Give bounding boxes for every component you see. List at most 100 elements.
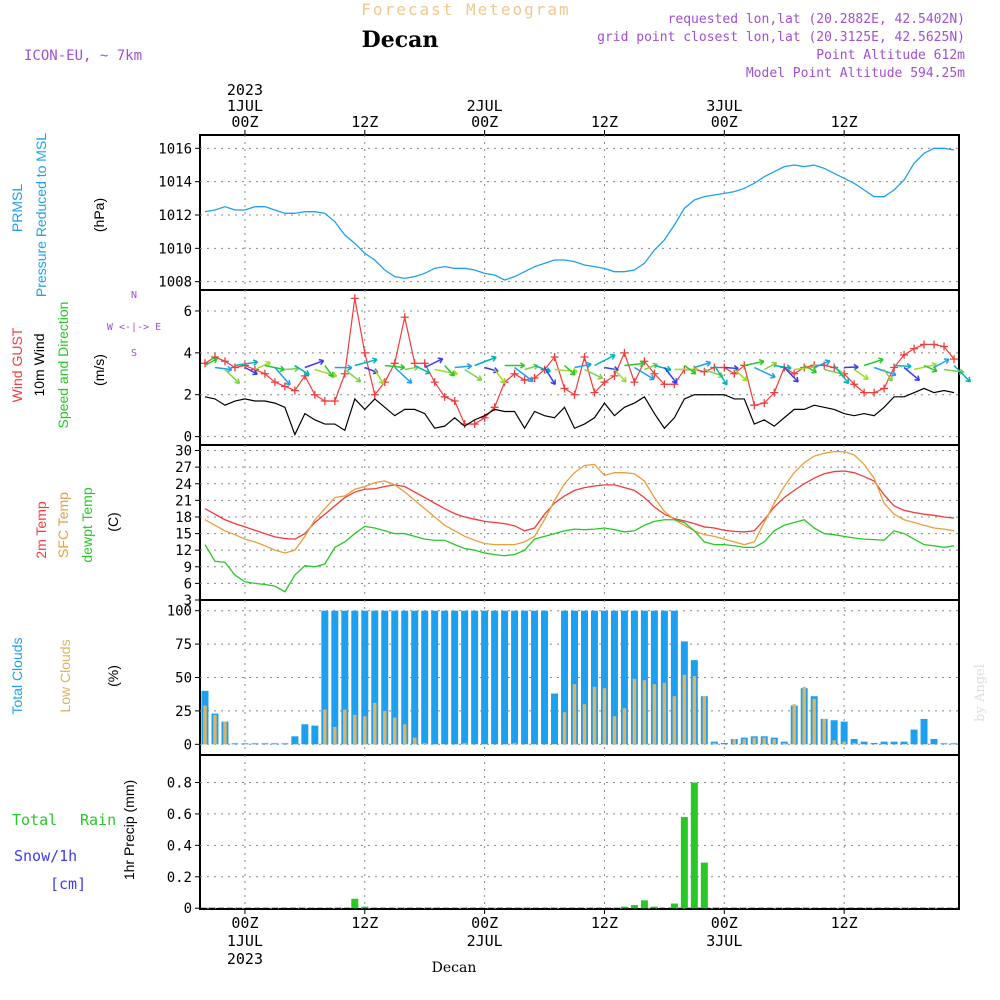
gust-marker [560,384,569,393]
gust-marker [520,376,529,385]
gust-marker [220,357,229,366]
total-cloud-bar [481,610,489,745]
wind-arrow-head [476,375,483,381]
wind-direction-arrow [574,363,592,369]
gust-marker [350,294,359,303]
wind-arrow-head [399,363,406,371]
gust-marker [580,353,589,362]
gust-marker [590,388,599,397]
wind-arrow-head [550,379,556,386]
wind-direction-arrow [853,368,869,380]
total-cloud-bar [830,720,838,745]
wind-arrow-head [671,378,678,384]
wind-direction-arrow [444,364,455,377]
gust-marker [870,388,879,397]
low-cloud-bar [592,686,597,745]
low-cloud-bar [572,684,577,745]
gust-marker [710,363,719,372]
gust-marker [550,353,559,362]
gust-marker [630,378,639,387]
total-cloud-bar [860,741,868,745]
compass-west-east: W <-|-> E [107,322,161,333]
wind-arrow-head [466,363,473,370]
ytick-label-wind: 0 [184,430,192,446]
wind-direction-arrow [733,368,748,382]
total-cloud-bar [241,743,249,745]
low-cloud-bar [662,682,667,745]
total-cloud-bar [840,721,848,745]
wind-direction-arrow [534,364,551,373]
plot-layer: 1008101010121014101602463691215182124273… [158,81,972,968]
wind-arrow-head [824,359,831,366]
low-cloud-bar [842,741,846,745]
wind-direction-arrow [783,366,799,383]
wind-direction-arrow [254,361,271,371]
gust-marker [290,386,299,395]
total-cloud-bar [411,610,419,745]
bottom-time-label: 12Z [831,914,858,932]
model-altitude: Model Point Altitude 594.25m [746,66,965,81]
wind-direction-arrow [683,364,697,375]
low-cloud-bar [512,742,517,745]
wind-direction-arrow [753,366,776,378]
wind-arrow-head [355,376,362,383]
wind-direction-arrow [913,363,937,371]
ytick-label-temperature: 12 [175,543,192,559]
low-cloud-bar [742,738,746,745]
wind-direction-arrow [214,366,232,371]
total-cloud-bar [870,742,878,745]
wind-arrow-head [252,369,258,376]
ytick-label-precip: 0.4 [167,838,192,854]
low-cloud-bar [632,678,637,745]
panel-frame-precip [199,754,960,910]
wind-direction-arrow [224,368,240,384]
bottom-time-label: 12Z [351,914,378,932]
gust-marker [670,380,679,389]
total-cloud-bar [251,743,259,745]
label-celsius: (C) [105,512,121,531]
wind-direction-arrow [414,364,431,374]
total-cloud-bar [900,741,908,745]
wind-direction-arrow [284,367,299,371]
gust-marker [370,390,379,399]
total-cloud-bar [531,610,539,745]
watermark: by Angel [973,664,988,722]
ytick-label-temperature: 24 [175,477,192,493]
wind-direction-arrow [324,365,334,378]
low-cloud-bar [642,680,647,745]
wind-direction-arrow [833,365,850,384]
ytick-label-wind: 4 [184,346,192,362]
model-name: ICON-EU, ~ 7km [24,48,142,64]
low-cloud-bar [752,737,756,745]
wind-arrow-head [639,360,645,368]
t2m-line [204,470,955,540]
label-prmsl: PRMSL [9,184,25,232]
wind-arrow-head [721,379,728,386]
total-cloud-bar [850,738,858,745]
wind-direction-arrow [244,366,258,375]
wind-arrow-head [705,360,712,367]
total-cloud-bar [561,610,569,745]
total-cloud-bar [610,610,618,745]
wind-direction-arrow [264,364,285,371]
total-cloud-bar [451,610,459,745]
label-pressure-msl: Pressure Reduced to MSL [33,133,49,297]
total-cloud-bar [401,610,409,745]
gust-marker [510,369,519,378]
wind-direction-arrow [923,364,938,372]
rain-bar [650,906,658,909]
total-cloud-bar [620,610,628,745]
ytick-label-wind: 2 [184,388,192,404]
wind-arrow-head [347,364,353,372]
low-cloud-bar [582,704,587,745]
wind10-line [204,387,955,437]
wind-direction-arrow [933,358,950,369]
rain-bar [361,906,369,909]
low-cloud-bar [423,742,427,745]
gust-marker [420,359,429,368]
total-cloud-bar [950,743,958,745]
wind-arrow-head [586,361,592,369]
rain-bar [630,905,638,909]
low-cloud-bar [223,721,227,745]
total-cloud-bar [421,610,429,745]
